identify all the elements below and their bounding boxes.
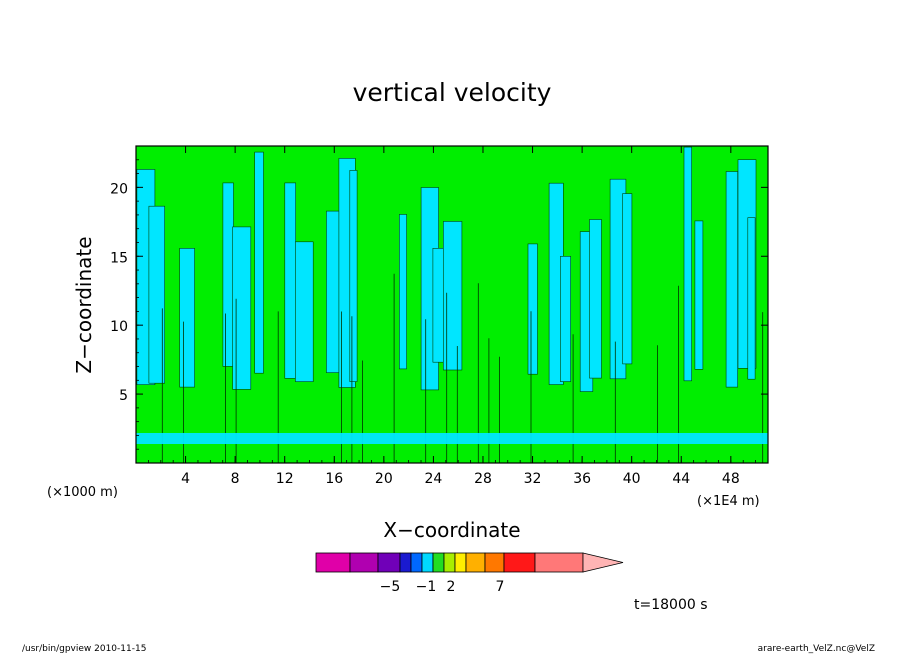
y-tick-label: 15	[110, 250, 128, 266]
x-tick-label: 48	[722, 471, 740, 487]
y-axis-label: Z−coordinate	[72, 236, 96, 373]
downdraft-column	[179, 248, 195, 388]
plot-area	[135, 145, 769, 464]
x-unit-right: (×1E4 m)	[697, 494, 760, 509]
x-tick-label: 24	[424, 471, 442, 487]
low-level-band	[136, 433, 768, 444]
x-tick-label: 28	[474, 471, 492, 487]
x-axis-ticks: 4 8 12 16 20 24 28 32 36 40 44 48	[147, 146, 757, 487]
downdraft-column	[222, 182, 234, 367]
downdraft-column	[694, 220, 704, 370]
x-tick-label: 44	[672, 471, 690, 487]
downdraft-column	[349, 170, 358, 382]
downdraft-column	[560, 255, 572, 382]
colorbar-segment	[484, 552, 505, 573]
colorbar-segment	[454, 552, 467, 573]
downdraft-column	[254, 151, 264, 374]
downdraft-column	[527, 243, 538, 375]
downdraft-column	[295, 241, 314, 382]
x-tick-label: 16	[325, 471, 343, 487]
colorbar-segment	[349, 552, 379, 573]
x-tick-label: 32	[524, 471, 542, 487]
colorbar-label: 7	[496, 579, 505, 595]
colorbar-segment	[465, 552, 486, 573]
colorbar-labels: −5 −1 2 7	[380, 579, 505, 595]
y-tick-label: 5	[119, 388, 128, 404]
x-tick-label: 20	[375, 471, 393, 487]
x-tick-label: 12	[276, 471, 294, 487]
y-axis-ticks: 5 10 15 20	[110, 159, 768, 450]
x-tick-label: 8	[231, 471, 240, 487]
downdraft-column	[589, 219, 602, 379]
x-unit-left: (×1000 m)	[47, 485, 118, 500]
colorbar-segment	[399, 552, 412, 573]
colorbar-label: −5	[380, 579, 401, 595]
downdraft-column	[284, 182, 296, 379]
colorbar-label: −1	[416, 579, 437, 595]
chart-title: vertical velocity	[353, 78, 552, 107]
colorbar-label: 2	[447, 579, 456, 595]
x-tick-label: 36	[573, 471, 591, 487]
x-axis-label: X−coordinate	[383, 518, 520, 542]
downdraft-column	[725, 171, 738, 388]
colorbar-segment	[432, 552, 445, 573]
colorbar-arrow	[582, 552, 624, 573]
y-tick-label: 10	[110, 319, 128, 335]
plot-frame	[135, 145, 769, 464]
colorbar-segment	[443, 552, 456, 573]
colorbar-segment	[421, 552, 434, 573]
downdraft-column	[442, 221, 463, 371]
downdraft-column	[148, 205, 165, 384]
colorbar-segment	[534, 552, 584, 573]
colorbar	[315, 552, 624, 573]
colorbar-segment	[377, 552, 401, 573]
colorbar-segment	[410, 552, 423, 573]
downdraft-column	[622, 193, 633, 365]
footer-right: arare-earth_VelZ.nc@VelZ	[758, 644, 875, 654]
downdraft-column	[398, 214, 407, 370]
colorbar-segment	[503, 552, 536, 573]
time-label: t=18000 s	[634, 597, 708, 613]
velocity-field	[136, 146, 764, 463]
footer-left: /usr/bin/gpview 2010-11-15	[22, 644, 146, 654]
downdraft-column	[683, 146, 692, 382]
downdraft-column	[232, 226, 252, 390]
x-tick-label: 40	[623, 471, 641, 487]
downdraft-column	[747, 217, 756, 380]
y-tick-label: 20	[110, 181, 128, 197]
colorbar-segment	[315, 552, 351, 573]
x-tick-label: 4	[181, 471, 190, 487]
